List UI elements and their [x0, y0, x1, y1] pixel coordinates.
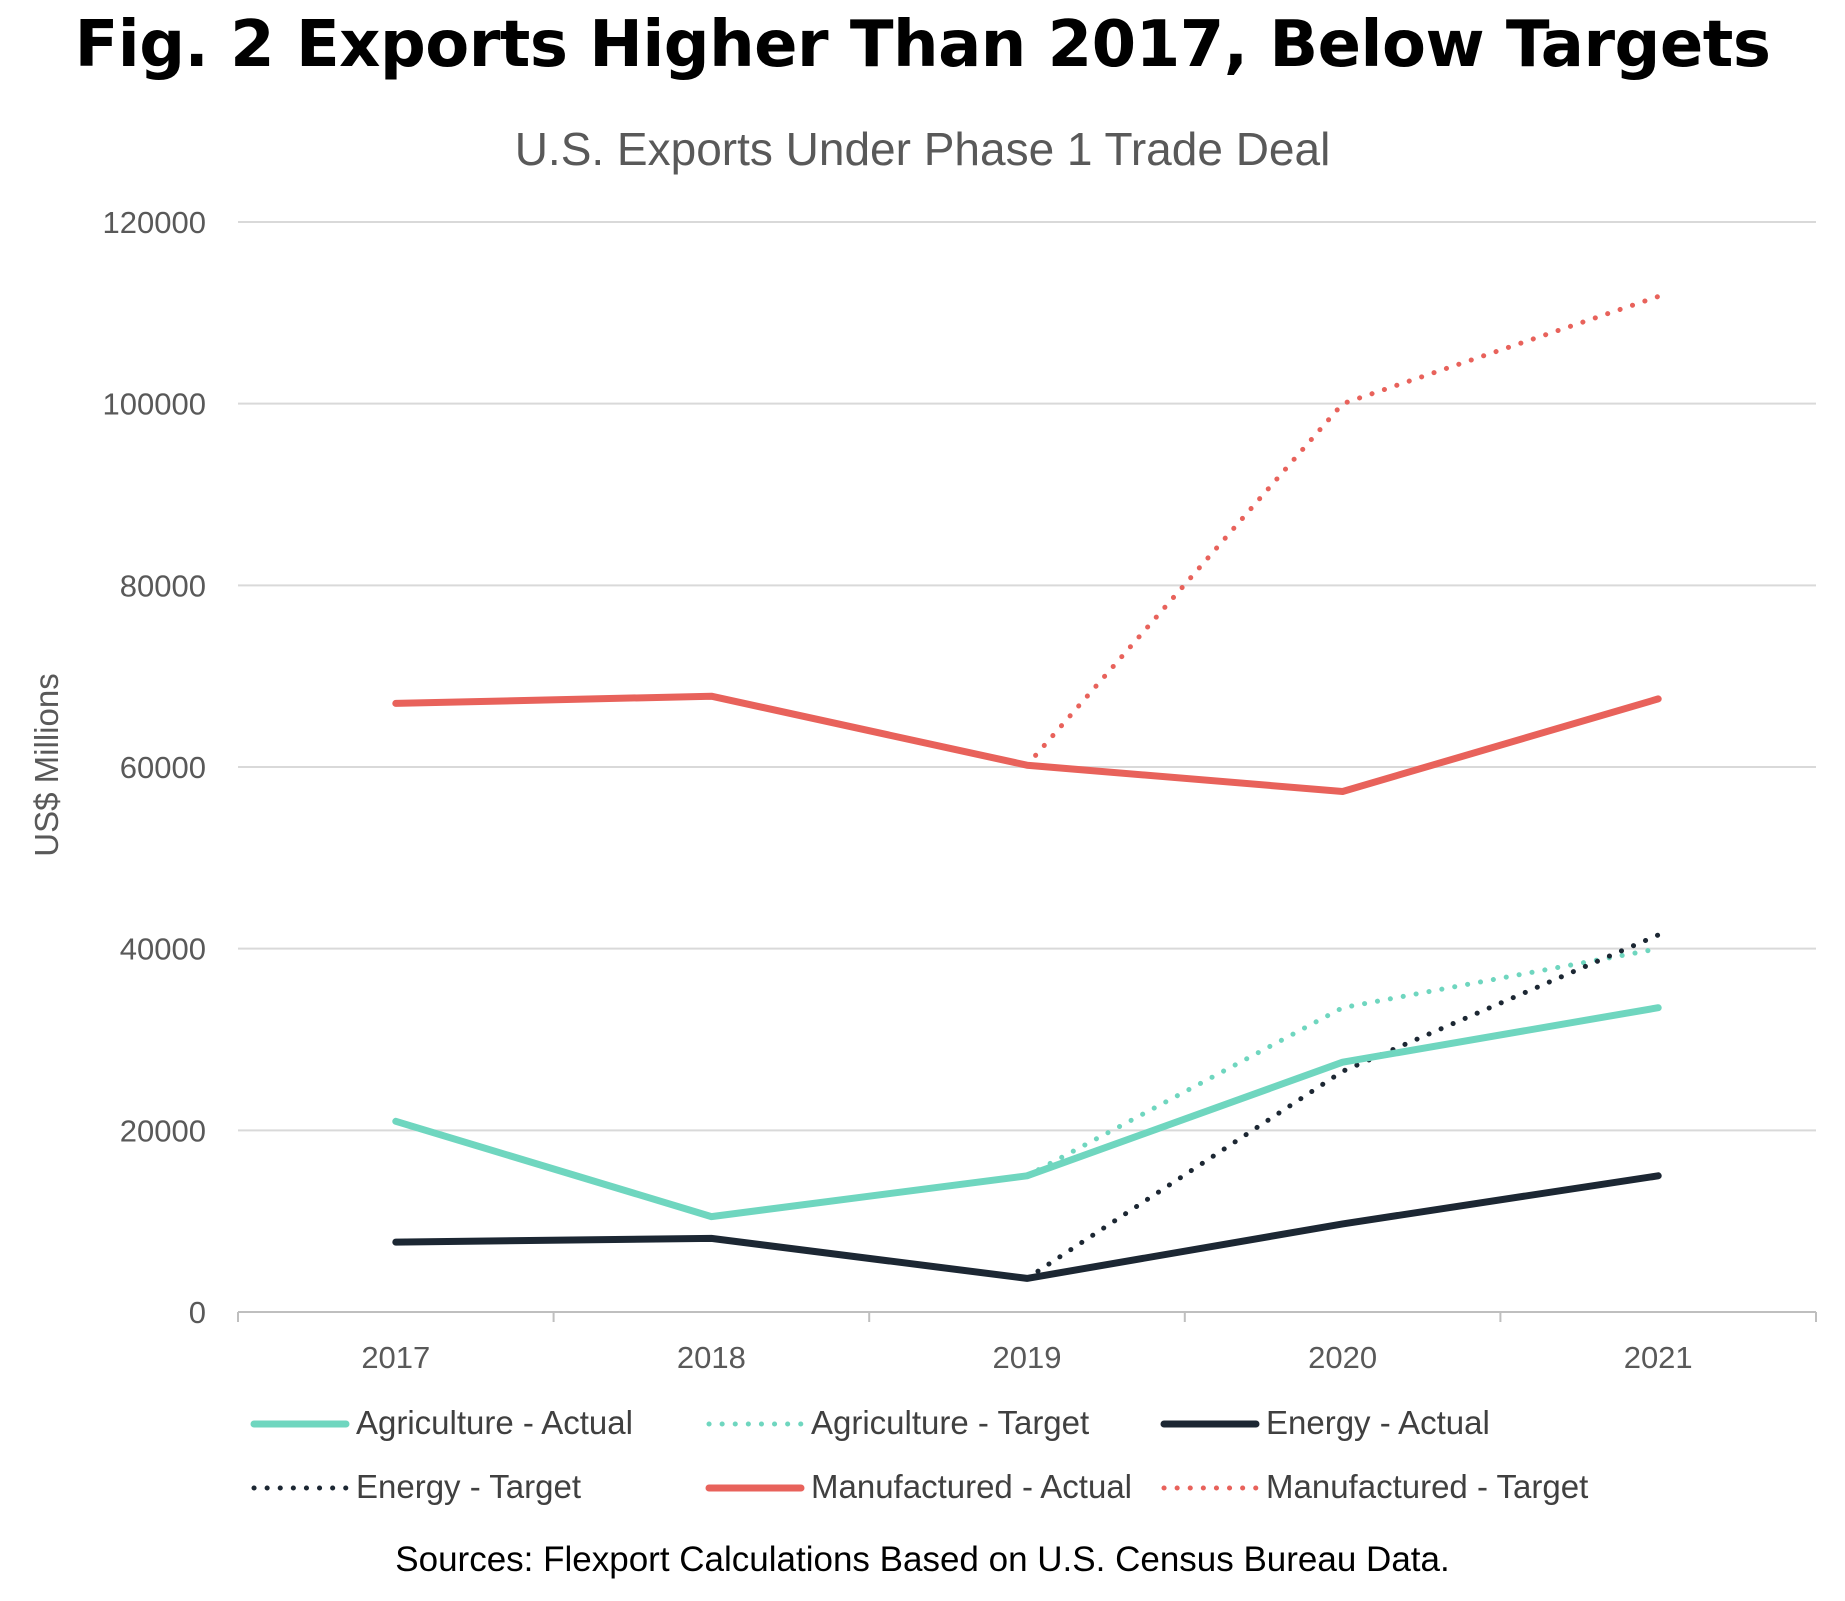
- y-tick-label: 0: [189, 1295, 206, 1330]
- legend-swatch: [706, 1421, 804, 1427]
- chart-title: U.S. Exports Under Phase 1 Trade Deal: [514, 123, 1331, 175]
- x-axis-labels: 2017 2018 2019 2020 2021: [361, 1340, 1692, 1375]
- y-tick-label: 80000: [120, 568, 206, 603]
- series-line-manufactured-target: [1024, 294, 1661, 768]
- x-tick-label: 2018: [677, 1340, 746, 1375]
- legend-swatch: [251, 1485, 349, 1491]
- legend-label: Energy - Target: [356, 1468, 582, 1505]
- legend-label: Agriculture - Actual: [356, 1404, 633, 1441]
- legend-label: Manufactured - Actual: [811, 1468, 1133, 1505]
- y-tick-label: 120000: [103, 205, 206, 240]
- y-tick-label: 100000: [103, 387, 206, 422]
- figure-title: Fig. 2 Exports Higher Than 2017, Below T…: [74, 8, 1771, 82]
- y-tick-label: 60000: [120, 750, 206, 785]
- legend-item-manufactured-actual: Manufactured - Actual: [705, 1462, 1132, 1512]
- gridlines: [238, 221, 1816, 1132]
- y-axis-label: US$ Millions: [28, 673, 65, 856]
- series-line-manufactured-actual: [392, 692, 1662, 795]
- legend-label: Agriculture - Target: [811, 1404, 1090, 1441]
- legend: Agriculture - Actual Agriculture - Target…: [250, 1398, 1650, 1538]
- x-tick-label: 2021: [1624, 1340, 1693, 1375]
- legend-swatch: [250, 1420, 350, 1428]
- legend-item-agriculture-target: Agriculture - Target: [705, 1398, 1089, 1448]
- series-line-agriculture-actual: [392, 1004, 1662, 1221]
- legend-item-energy-target: Energy - Target: [250, 1462, 581, 1512]
- series-lines: [392, 294, 1662, 1282]
- legend-label: Energy - Actual: [1266, 1404, 1490, 1441]
- legend-swatch: [1161, 1485, 1259, 1491]
- legend-label: Manufactured - Target: [1266, 1468, 1589, 1505]
- x-tick-label: 2019: [993, 1340, 1062, 1375]
- y-axis: 0 20000 40000 60000 80000 100000 120000: [103, 205, 206, 1330]
- legend-swatch: [1160, 1420, 1260, 1428]
- legend-item-energy-actual: Energy - Actual: [1160, 1398, 1490, 1448]
- series-line-energy-target: [1024, 932, 1661, 1281]
- x-axis: [237, 1311, 1817, 1322]
- x-tick-label: 2017: [361, 1340, 430, 1375]
- legend-item-agriculture-actual: Agriculture - Actual: [250, 1398, 633, 1448]
- y-tick-label: 20000: [120, 1113, 206, 1148]
- legend-swatch: [705, 1484, 805, 1492]
- series-line-energy-actual: [392, 1172, 1662, 1282]
- y-tick-label: 40000: [120, 932, 206, 967]
- x-tick-label: 2020: [1308, 1340, 1377, 1375]
- source-note: Sources: Flexport Calculations Based on …: [395, 1540, 1450, 1579]
- series-line-agriculture-target: [1024, 946, 1661, 1179]
- legend-item-manufactured-target: Manufactured - Target: [1160, 1462, 1588, 1512]
